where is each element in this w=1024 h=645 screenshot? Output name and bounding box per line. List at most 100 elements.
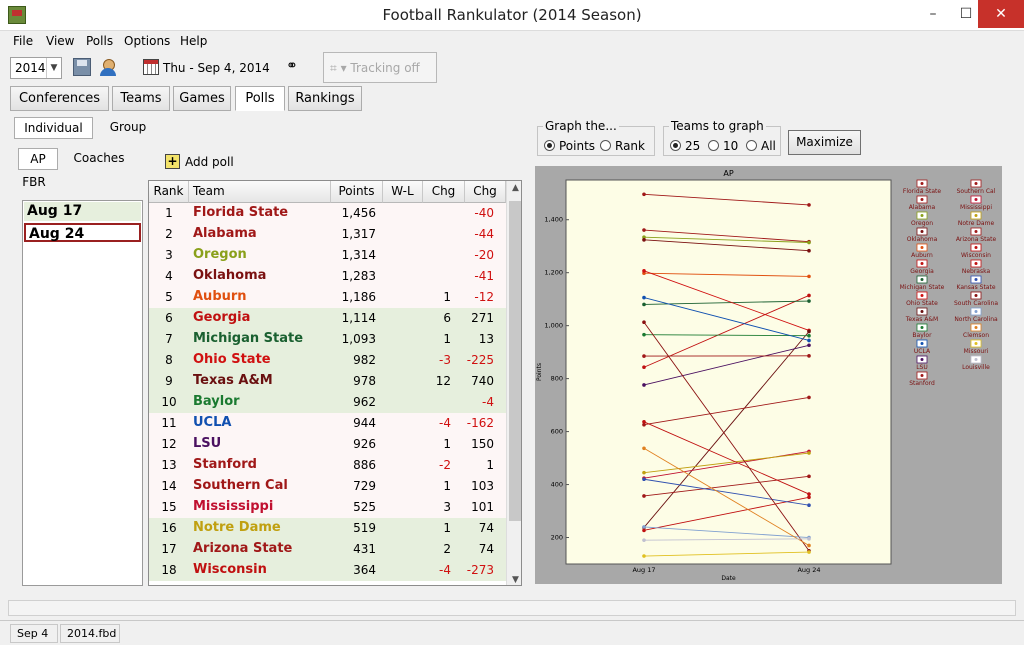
tab-ap[interactable]: AP <box>18 148 58 170</box>
table-row[interactable]: 16 Notre Dame 519 1 74 <box>149 518 506 539</box>
menu-polls[interactable]: Polls <box>86 34 114 48</box>
tab-games[interactable]: Games <box>173 86 231 111</box>
series-point <box>807 299 811 303</box>
tracking-button[interactable]: ⌗ ▾ Tracking off <box>323 52 437 83</box>
tab-fbr[interactable]: FBR <box>22 175 46 189</box>
close-button[interactable]: ✕ <box>978 0 1024 28</box>
series-point <box>807 274 811 279</box>
table-row[interactable]: 3 Oregon 1,314 -20 <box>149 245 506 266</box>
year-select[interactable]: 2014 ▼ <box>10 57 62 79</box>
maximize-window-button[interactable]: ☐ <box>959 6 973 22</box>
series-point <box>807 203 811 207</box>
team-cell: Georgia <box>193 310 251 325</box>
series-point <box>642 295 646 300</box>
series-point <box>642 302 646 307</box>
maximize-graph-button[interactable]: Maximize <box>788 130 861 155</box>
tab-rankings[interactable]: Rankings <box>288 86 362 111</box>
table-row[interactable]: 4 Oklahoma 1,283 -41 <box>149 266 506 287</box>
table-row[interactable]: 7 Michigan State 1,093 1 13 <box>149 329 506 350</box>
date-item-selected[interactable]: Aug 24 <box>24 223 141 242</box>
tab-conferences[interactable]: Conferences <box>10 86 109 111</box>
series-point <box>642 470 646 475</box>
header-points[interactable]: Points <box>331 181 383 203</box>
rank-cell: 8 <box>165 353 173 367</box>
legend-label: UCLA <box>914 348 931 355</box>
tab-coaches[interactable]: Coaches <box>73 151 125 165</box>
legend-label: Baylor <box>912 332 932 339</box>
rank-change-cell: -3 <box>439 353 451 367</box>
binoculars-icon[interactable]: ⚭ <box>286 58 298 74</box>
series-line-6 <box>643 300 810 305</box>
tab-teams[interactable]: Teams <box>112 86 170 111</box>
rank-change-cell: 3 <box>443 500 451 514</box>
menu-view[interactable]: View <box>46 34 75 48</box>
table-row[interactable]: 6 Georgia 1,114 6 271 <box>149 308 506 329</box>
points-cell: 729 <box>353 479 376 493</box>
series-point <box>642 528 646 533</box>
menu-help[interactable]: Help <box>180 34 208 48</box>
points-cell: 1,314 <box>341 248 376 262</box>
table-row[interactable]: 2 Alabama 1,317 -44 <box>149 224 506 245</box>
radio-dot <box>670 140 681 151</box>
date-item[interactable]: Aug 17 <box>24 202 141 221</box>
radio-all[interactable]: All <box>746 139 776 153</box>
chevron-down-icon[interactable]: ▼ <box>46 58 61 78</box>
series-point <box>807 543 811 548</box>
tab-group[interactable]: Group <box>109 120 147 134</box>
table-row[interactable]: 18 Wisconsin 364 -4 -273 <box>149 560 506 581</box>
tab-polls[interactable]: Polls <box>235 86 285 111</box>
radio-points[interactable]: Points <box>544 139 595 153</box>
header-rank[interactable]: Rank <box>149 181 189 203</box>
table-row[interactable]: 17 Arizona State 431 2 74 <box>149 539 506 560</box>
table-row[interactable]: 13 Stanford 886 -2 1 <box>149 455 506 476</box>
minimize-button[interactable]: – <box>929 6 937 22</box>
calendar-icon[interactable] <box>143 59 159 75</box>
header-team[interactable]: Team <box>189 181 331 203</box>
header-chg[interactable]: Chg <box>423 181 465 203</box>
graph-panel: AP 200 400 600 800 1,000 1,200 1,400 Aug 17 Aug 2… <box>535 166 1002 584</box>
legend-label: Michigan State <box>900 284 945 291</box>
table-row[interactable]: 8 Ohio State 982 -3 -225 <box>149 350 506 371</box>
header-chg2[interactable]: Chg <box>465 181 506 203</box>
table-row[interactable]: 11 UCLA 944 -4 -162 <box>149 413 506 434</box>
x-axis-label: Date <box>721 575 736 582</box>
series-line-0 <box>643 193 810 206</box>
table-row[interactable]: 5 Auburn 1,186 1 -12 <box>149 287 506 308</box>
series-line-4 <box>643 272 810 277</box>
menu-options[interactable]: Options <box>124 34 171 48</box>
legend-label: Oklahoma <box>907 236 938 243</box>
rank-change-cell: 2 <box>443 542 451 556</box>
y-tick-label: 200 <box>551 534 563 542</box>
user-icon[interactable] <box>99 58 117 76</box>
team-cell: LSU <box>193 436 222 451</box>
team-cell: Baylor <box>193 394 240 409</box>
table-row[interactable]: 1 Florida State 1,456 -40 <box>149 203 506 224</box>
team-cell: Wisconsin <box>193 562 267 577</box>
window-title: Football Rankulator (2014 Season) <box>382 6 642 24</box>
legend-marker <box>974 246 978 249</box>
save-icon[interactable] <box>73 58 91 76</box>
radio-10[interactable]: 10 <box>708 139 738 153</box>
radio-25[interactable]: 25 <box>670 139 700 153</box>
legend-label: LSU <box>916 364 928 371</box>
table-row[interactable]: 15 Mississippi 525 3 101 <box>149 497 506 518</box>
menu-file[interactable]: File <box>13 34 34 48</box>
table-row[interactable]: 12 LSU 926 1 150 <box>149 434 506 455</box>
header-wl[interactable]: W-L <box>383 181 423 203</box>
table-row[interactable]: 9 Texas A&M 978 12 740 <box>149 371 506 392</box>
current-date[interactable]: Thu - Sep 4, 2014 <box>163 61 270 75</box>
series-point <box>642 525 646 529</box>
scroll-up-icon[interactable]: ▲ <box>512 183 519 193</box>
radio-rank[interactable]: Rank <box>600 139 645 153</box>
scroll-down-icon[interactable]: ▼ <box>512 575 519 585</box>
vertical-scrollbar[interactable]: ▲ ▼ <box>506 181 521 585</box>
table-row[interactable]: 10 Baylor 962 -4 <box>149 392 506 413</box>
table-row[interactable]: 14 Southern Cal 729 1 103 <box>149 476 506 497</box>
legend-marker <box>974 294 978 297</box>
teams-to-graph-label: Teams to graph <box>669 119 766 133</box>
scroll-thumb[interactable] <box>509 201 521 521</box>
points-cell: 431 <box>353 542 376 556</box>
legend-marker <box>974 358 978 361</box>
tab-individual[interactable]: Individual <box>14 117 93 139</box>
points-change-cell: 74 <box>478 542 494 556</box>
